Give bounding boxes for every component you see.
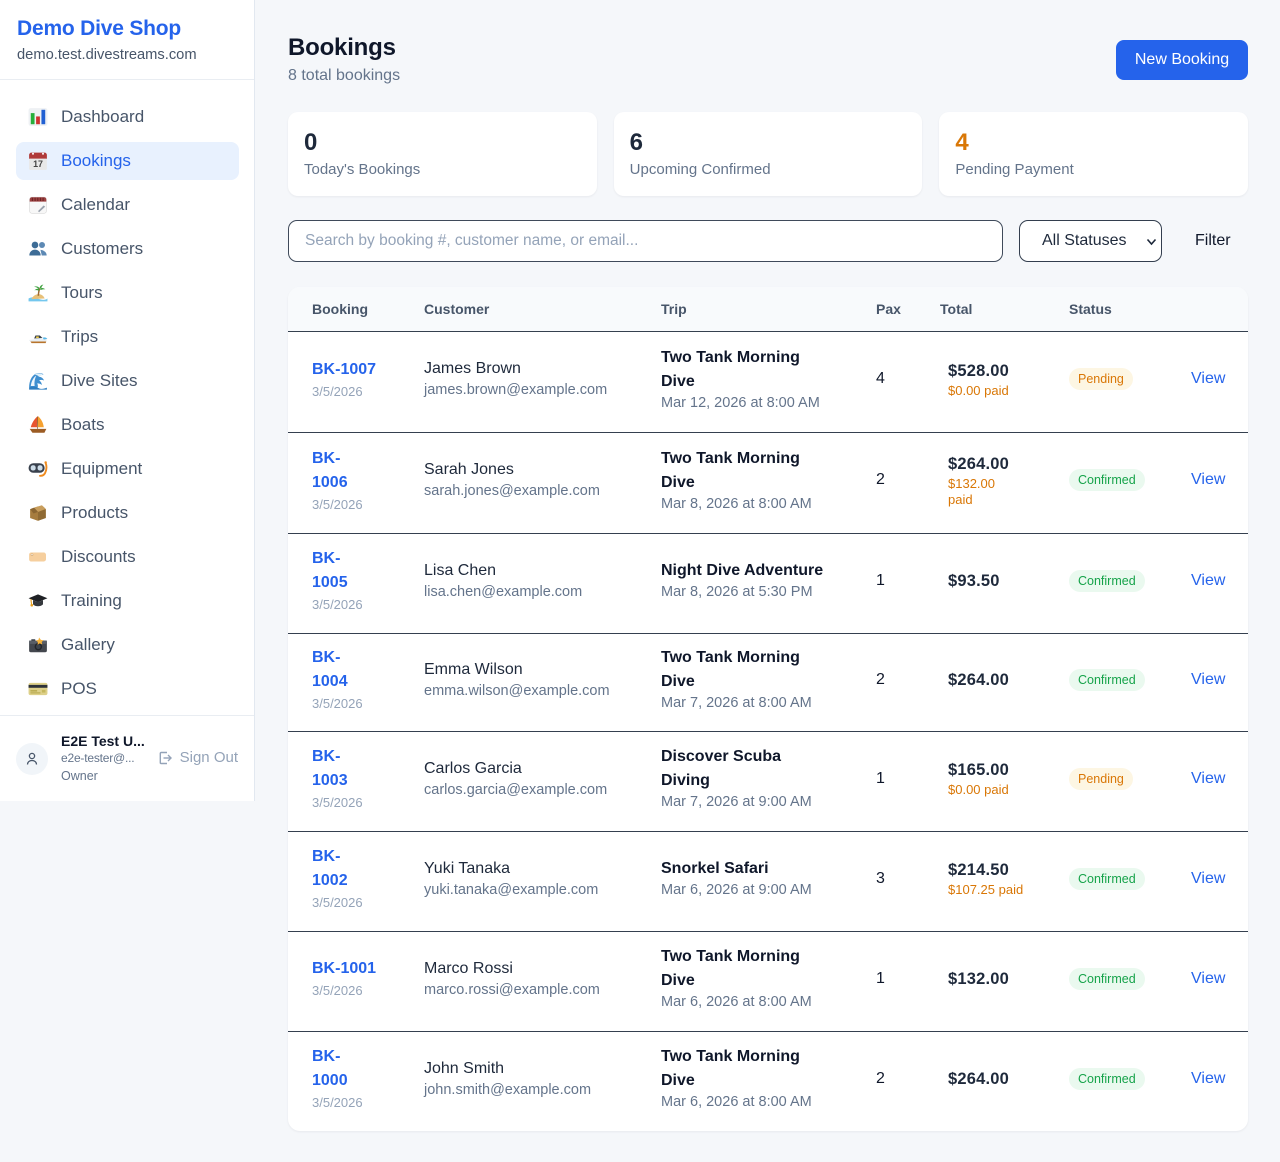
- svg-text:17: 17: [33, 159, 43, 169]
